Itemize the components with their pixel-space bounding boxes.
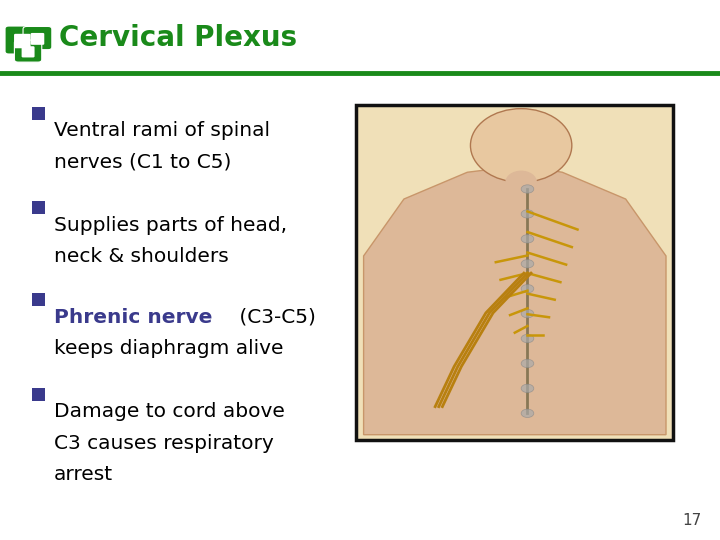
FancyBboxPatch shape xyxy=(14,40,42,62)
FancyBboxPatch shape xyxy=(32,107,45,120)
FancyBboxPatch shape xyxy=(5,26,40,54)
FancyBboxPatch shape xyxy=(356,105,673,440)
FancyBboxPatch shape xyxy=(22,46,35,57)
Ellipse shape xyxy=(521,185,534,193)
Text: Ventral rami of spinal: Ventral rami of spinal xyxy=(54,122,270,140)
Text: (C3-C5): (C3-C5) xyxy=(233,308,316,327)
FancyBboxPatch shape xyxy=(32,388,45,401)
Ellipse shape xyxy=(521,384,534,393)
Text: Supplies parts of head,: Supplies parts of head, xyxy=(54,216,287,235)
Text: neck & shoulders: neck & shoulders xyxy=(54,247,229,266)
Ellipse shape xyxy=(521,334,534,343)
Ellipse shape xyxy=(470,109,572,183)
Ellipse shape xyxy=(521,409,534,417)
FancyBboxPatch shape xyxy=(14,34,30,48)
Text: keeps diaphragm alive: keeps diaphragm alive xyxy=(54,339,284,358)
Ellipse shape xyxy=(521,235,534,243)
FancyBboxPatch shape xyxy=(23,26,52,50)
Text: Damage to cord above: Damage to cord above xyxy=(54,402,285,421)
Text: nerves (C1 to C5): nerves (C1 to C5) xyxy=(54,153,231,172)
Ellipse shape xyxy=(521,359,534,368)
Text: 17: 17 xyxy=(683,513,702,528)
Polygon shape xyxy=(364,166,666,435)
Text: Cervical Plexus: Cervical Plexus xyxy=(59,24,297,52)
Text: Phrenic nerve: Phrenic nerve xyxy=(54,308,212,327)
FancyBboxPatch shape xyxy=(30,33,45,45)
FancyBboxPatch shape xyxy=(32,201,45,214)
Text: C3 causes respiratory: C3 causes respiratory xyxy=(54,434,274,453)
Ellipse shape xyxy=(521,260,534,268)
Ellipse shape xyxy=(521,285,534,293)
Text: arrest: arrest xyxy=(54,465,113,484)
Ellipse shape xyxy=(505,171,537,194)
FancyBboxPatch shape xyxy=(32,293,45,306)
Ellipse shape xyxy=(521,210,534,218)
FancyBboxPatch shape xyxy=(492,159,549,199)
Ellipse shape xyxy=(521,309,534,318)
